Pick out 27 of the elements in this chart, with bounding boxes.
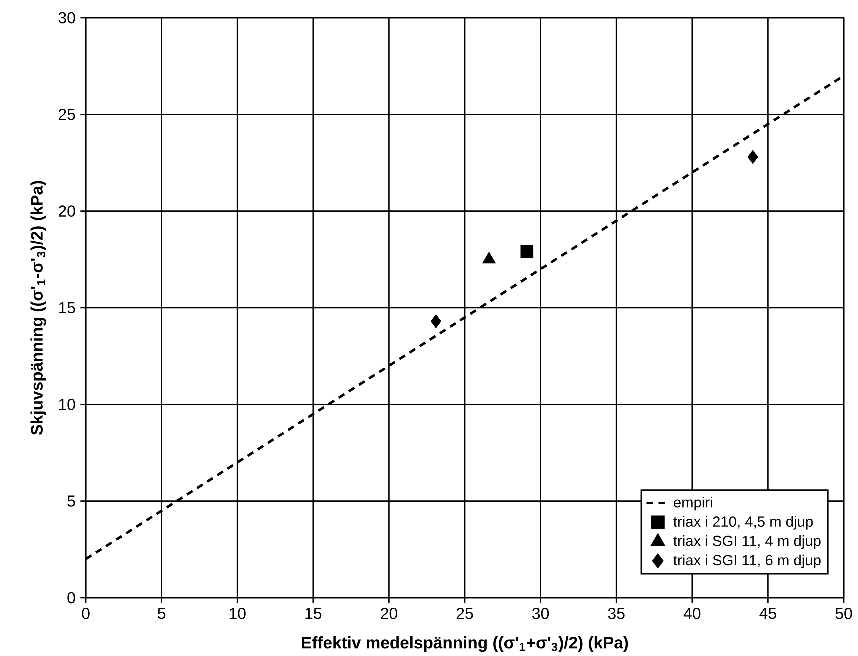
x-axis-title: Effektiv medelspänning ((σ'$_{1}$+σ'$_{3}$)/2) (kPa) xyxy=(302,636,628,652)
x-tick-label: 35 xyxy=(608,608,625,620)
y-tick-label: 20 xyxy=(58,206,76,217)
point xyxy=(520,246,534,258)
legend-label: triax i SGI 11, 6 m djup xyxy=(674,554,821,568)
x-tick-label: 40 xyxy=(684,608,701,620)
legend-label: triax i 210, 4,5 m djup xyxy=(674,516,813,530)
x-tick-label: 0 xyxy=(82,608,90,620)
y-tick-label: 25 xyxy=(58,109,76,120)
x-tick-label: 20 xyxy=(381,608,398,620)
y-tick-label: 5 xyxy=(68,496,76,507)
point xyxy=(748,150,758,164)
x-tick-label: 45 xyxy=(760,608,776,620)
legend-label: empiri xyxy=(674,496,712,511)
y-tick-label: 10 xyxy=(59,398,76,410)
point xyxy=(430,314,442,328)
y-tick-label: 30 xyxy=(58,12,76,24)
y-axis-title: Skjuvspänning ((σ'$_{1}$-σ'$_{3}$)/2) (kPa) xyxy=(30,181,46,436)
x-tick-label: 10 xyxy=(230,608,246,620)
x-tick-label: 15 xyxy=(306,608,322,620)
legend-label: triax i SGI 11, 4 m djup xyxy=(674,536,821,550)
y-tick-label: 15 xyxy=(59,302,76,314)
y-tick-label: 0 xyxy=(68,592,76,604)
x-tick-label: 30 xyxy=(532,608,550,620)
x-tick-label: 50 xyxy=(836,608,852,620)
x-tick-label: 5 xyxy=(158,608,166,620)
x-tick-label: 25 xyxy=(456,608,474,620)
